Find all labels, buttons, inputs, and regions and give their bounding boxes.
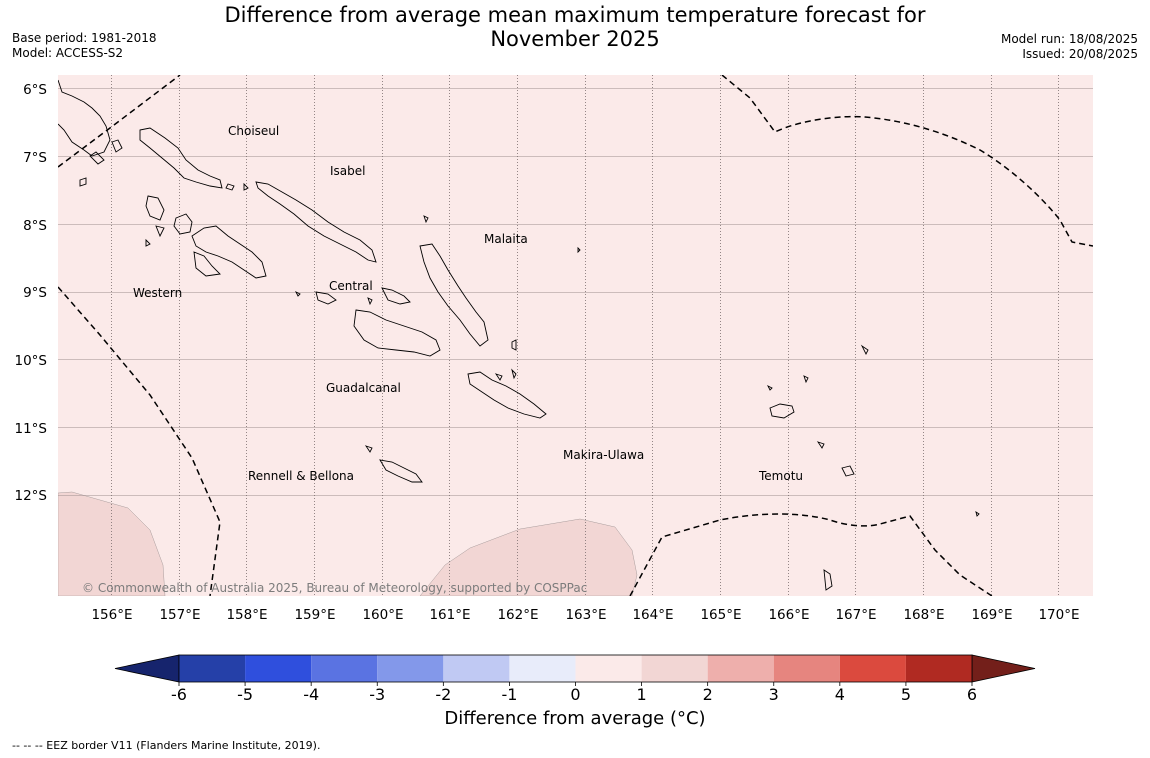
choiseul-coast [139, 127, 223, 189]
lat-label: 8°S [23, 218, 47, 234]
map: Choiseul Isabel Malaita Western Central … [15, 75, 1093, 700]
colorbar-segment [245, 655, 312, 682]
copyright-note: © Commonwealth of Australia 2025, Bureau… [82, 581, 587, 595]
province-label-malaita: Malaita [484, 232, 528, 246]
coastlines [58, 79, 980, 591]
colorbar-segment [443, 655, 510, 682]
lon-label: 156°E [91, 607, 132, 623]
lon-label: 163°E [565, 607, 606, 623]
colorbar-tick-label: -3 [369, 685, 385, 700]
colorbar-tick-label: -2 [435, 685, 451, 700]
rennell-coast [379, 459, 423, 483]
colorbar-segment [179, 655, 246, 682]
province-label-guadalcanal: Guadalcanal [326, 381, 401, 395]
lon-label: 157°E [159, 607, 200, 623]
colorbar-tick-label: 6 [967, 685, 977, 700]
colorbar-segment [311, 655, 378, 682]
colorbar-segment [575, 655, 642, 682]
colorbar-tick-label: 2 [703, 685, 713, 700]
colorbar-tick-label: -5 [237, 685, 253, 700]
lon-labels: 156°E 157°E 158°E 159°E 160°E 161°E 162°… [91, 607, 1079, 623]
chart-title: Difference from average mean maximum tem… [200, 3, 950, 51]
lon-label: 168°E [903, 607, 944, 623]
lon-label: 159°E [294, 607, 335, 623]
eez-footnote: -- -- -- EEZ border V11 (Flanders Marine… [12, 739, 321, 752]
base-period: Base period: 1981-2018 [12, 31, 157, 45]
colorbar-title: Difference from average (°C) [444, 708, 706, 729]
lon-label: 160°E [362, 607, 403, 623]
bougainville-coast [58, 79, 111, 157]
lon-label: 158°E [226, 607, 267, 623]
title-line-1: Difference from average mean maximum tem… [224, 3, 926, 27]
model-run: Model run: 18/08/2025 [1000, 32, 1138, 46]
province-label-makira: Makira-Ulawa [563, 448, 644, 462]
colorbar-tick-label: 5 [901, 685, 911, 700]
lon-label: 169°E [971, 607, 1012, 623]
province-label-temotu: Temotu [758, 469, 803, 483]
issued-date: Issued: 20/08/2025 [1022, 47, 1138, 61]
temotu-coast [769, 403, 795, 419]
colorbar-segment [509, 655, 576, 682]
lon-label: 164°E [632, 607, 673, 623]
colorbar-tick-label: 3 [769, 685, 779, 700]
lon-label: 170°E [1038, 607, 1079, 623]
grid [58, 88, 1093, 496]
map-background [58, 75, 1093, 596]
colorbar-segment [773, 655, 840, 682]
province-label-rennell: Rennell & Bellona [248, 469, 354, 483]
province-label-central: Central [329, 279, 373, 293]
isabel-coast [255, 181, 377, 263]
province-label-choiseul: Choiseul [228, 124, 279, 138]
lon-label: 162°E [497, 607, 538, 623]
colorbar-segment [707, 655, 774, 682]
central-islands-coast [315, 291, 337, 305]
colorbar-tick-label: 0 [570, 685, 580, 700]
lon-label: 161°E [429, 607, 470, 623]
lon-label: 165°E [700, 607, 741, 623]
meta-left: Base period: 1981-2018 Model: ACCESS-S2 [12, 31, 157, 61]
model-name: Model: ACCESS-S2 [12, 46, 124, 60]
lat-label: 6°S [23, 82, 47, 98]
lat-label: 7°S [23, 150, 47, 166]
colorbar-segment [377, 655, 444, 682]
makira-coast [467, 371, 547, 419]
meta-right: Model run: 18/08/2025 Issued: 20/08/2025 [1001, 32, 1138, 62]
colorbar: -6 -5 -4 -3 -2 -1 0 1 2 3 4 5 6 [114, 654, 1036, 700]
colorbar-tick-label: 1 [636, 685, 646, 700]
guadalcanal-coast [353, 309, 441, 357]
eez-border [58, 75, 1093, 596]
western-islands-coast [145, 195, 165, 221]
colorbar-tick-label: -1 [501, 685, 517, 700]
lat-labels: 6°S 7°S 8°S 9°S 10°S 11°S 12°S [15, 82, 48, 504]
title-line-2: November 2025 [490, 27, 660, 51]
colorbar-segment [905, 655, 972, 682]
lat-label: 9°S [23, 285, 47, 301]
colorbar-low-arrow [114, 654, 180, 683]
colorbar-tick-label: 4 [835, 685, 845, 700]
colorbar-tick-label: -4 [303, 685, 319, 700]
lat-label: 10°S [15, 353, 48, 369]
lat-label: 11°S [15, 421, 48, 437]
province-labels: Choiseul Isabel Malaita Western Central … [133, 124, 803, 483]
province-label-isabel: Isabel [330, 164, 365, 178]
lat-label: 12°S [15, 488, 48, 504]
colorbar-tick-label: -6 [171, 685, 187, 700]
lon-label: 167°E [835, 607, 876, 623]
lon-label: 166°E [768, 607, 809, 623]
province-label-western: Western [133, 286, 182, 300]
colorbar-segment [641, 655, 708, 682]
anomaly-region-south [419, 518, 638, 596]
colorbar-segment [839, 655, 906, 682]
colorbar-high-arrow [971, 654, 1036, 683]
malaita-coast [419, 243, 489, 347]
